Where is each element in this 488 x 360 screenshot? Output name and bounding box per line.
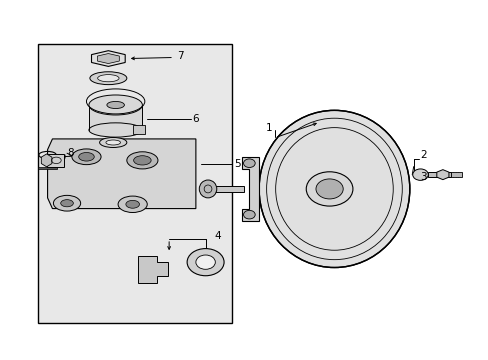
Text: 4: 4 xyxy=(214,231,221,242)
Polygon shape xyxy=(46,154,63,167)
Ellipse shape xyxy=(118,196,147,212)
Ellipse shape xyxy=(259,111,409,267)
Polygon shape xyxy=(41,154,52,167)
Text: 1: 1 xyxy=(265,123,271,133)
Polygon shape xyxy=(38,167,57,169)
Polygon shape xyxy=(132,125,144,134)
Text: 5: 5 xyxy=(233,159,240,169)
Ellipse shape xyxy=(89,123,142,137)
Ellipse shape xyxy=(79,153,94,161)
Ellipse shape xyxy=(315,179,343,199)
Polygon shape xyxy=(89,105,142,130)
Ellipse shape xyxy=(90,72,126,85)
Bar xyxy=(38,44,232,323)
Polygon shape xyxy=(205,186,244,192)
Ellipse shape xyxy=(61,200,73,207)
Ellipse shape xyxy=(125,201,139,208)
Ellipse shape xyxy=(72,149,101,165)
Polygon shape xyxy=(242,157,259,221)
Ellipse shape xyxy=(100,138,126,148)
Ellipse shape xyxy=(98,75,119,82)
Text: 6: 6 xyxy=(192,113,199,123)
Ellipse shape xyxy=(243,210,255,219)
Ellipse shape xyxy=(133,156,151,165)
Ellipse shape xyxy=(106,140,120,145)
Ellipse shape xyxy=(199,180,216,198)
Text: 7: 7 xyxy=(177,51,183,61)
Ellipse shape xyxy=(89,95,142,115)
Ellipse shape xyxy=(107,102,124,109)
Ellipse shape xyxy=(243,159,255,167)
Ellipse shape xyxy=(126,152,158,169)
Polygon shape xyxy=(436,170,448,180)
Ellipse shape xyxy=(196,255,215,269)
Text: 2: 2 xyxy=(419,150,426,160)
Polygon shape xyxy=(91,51,125,66)
Polygon shape xyxy=(427,172,450,177)
Polygon shape xyxy=(137,256,167,283)
Polygon shape xyxy=(47,139,196,208)
Ellipse shape xyxy=(53,195,81,211)
Polygon shape xyxy=(97,54,119,64)
Text: 3: 3 xyxy=(419,172,426,183)
Ellipse shape xyxy=(187,249,224,276)
Polygon shape xyxy=(450,172,461,177)
Ellipse shape xyxy=(305,172,352,206)
Text: 8: 8 xyxy=(67,148,74,158)
Ellipse shape xyxy=(412,169,427,180)
